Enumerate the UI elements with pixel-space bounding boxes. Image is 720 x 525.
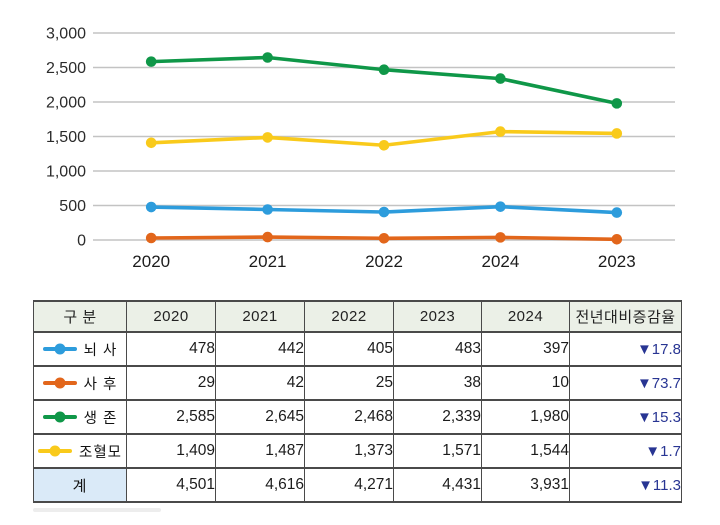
scroll-artifact [33,508,161,512]
y-axis-tick-label: 3,000 [46,26,86,43]
chart-marker-2 [611,98,623,109]
total-value-cell: 4,431 [393,467,482,503]
chart-marker-3 [611,128,623,139]
legend-line-marker-icon [42,343,77,355]
value-cell: 1,409 [126,433,216,469]
x-axis-tick-label: 2023 [598,252,636,271]
total-value-cell: 4,271 [304,467,394,503]
header-cell: 2024 [481,300,570,333]
y-axis-tick-label: 2,000 [46,95,86,112]
table-row: 조혈모 1,409 1,487 1,373 1,571 1,544 ▼1.7 [33,433,682,469]
total-value-cell: 3,931 [481,467,570,503]
chart-marker-0 [495,201,506,212]
value-cell: 442 [215,331,305,367]
value-cell: 2,645 [215,399,305,435]
value-cell: 1,571 [393,433,482,469]
y-axis-tick-label: 0 [77,233,86,250]
series-label: 생 존 [83,410,118,427]
row-label-cell: 생 존 [33,399,127,435]
x-axis-tick-label: 2021 [249,252,287,271]
y-axis-tick-label: 500 [59,198,86,215]
value-cell: 1,980 [481,399,570,435]
chart-marker-0 [378,206,390,218]
series-label: 뇌 사 [83,342,118,359]
table-row: 뇌 사 478 442 405 483 397 ▼17.8 [33,331,682,367]
line-chart-area: 0 500 1,000 1,500 2,000 2,500 3,000 2020 2021 202… [46,26,675,271]
summary-table-body: 뇌 사 478 442 405 483 397 ▼17.8 사 후 29 42 25 38 10 ▼73.… [33,331,682,503]
value-cell: 1,487 [215,433,305,469]
y-axis-tick-label: 1,500 [46,129,86,146]
row-label-cell: 사 후 [33,365,127,401]
series-label: 조혈모 [78,444,123,461]
value-cell: 2,339 [393,399,482,435]
value-cell: 405 [304,331,394,367]
yoy-delta-cell: ▼11.3 [569,467,682,503]
value-cell: 38 [393,365,482,401]
value-cell: 1,544 [481,433,570,469]
yoy-delta-cell: ▼73.7 [569,365,682,401]
chart-marker-3 [495,126,506,137]
table-row: 사 후 29 42 25 38 10 ▼73.7 [33,365,682,401]
value-cell: 29 [126,365,216,401]
total-label-cell: 계 [33,467,127,503]
total-value-cell: 4,501 [126,467,216,503]
legend-dot-icon [54,343,66,355]
chart-marker-0 [611,207,623,218]
header-cell-category: 구 분 [33,300,127,333]
chart-marker-1 [262,231,273,243]
x-axis-tick-label: 2020 [132,252,170,271]
value-cell: 10 [481,365,570,401]
yoy-delta-cell: ▼17.8 [569,331,682,367]
value-cell: 483 [393,331,482,367]
legend-line-marker-icon [42,377,77,389]
chart-marker-3 [378,139,390,151]
yoy-delta-cell: ▼15.3 [569,399,682,435]
header-cell: 전년대비증감율 [569,300,682,333]
value-cell: 42 [215,365,305,401]
series-label: 사 후 [83,376,118,393]
header-cell: 2021 [215,300,305,333]
value-cell: 1,373 [304,433,394,469]
chart-marker-2 [495,73,506,84]
summary-table-head: 구 분 2020 2021 2022 2023 2024 전년대비증감율 [33,300,682,333]
total-row: 계 4,501 4,616 4,271 4,431 3,931 ▼11.3 [33,467,682,503]
legend-line-marker-icon [42,411,77,423]
value-cell: 478 [126,331,216,367]
total-value-cell: 4,616 [215,467,305,503]
header-cell: 2023 [393,300,482,333]
chart-marker-2 [262,52,273,63]
table-row: 생 존 2,585 2,645 2,468 2,339 1,980 ▼15.3 [33,399,682,435]
chart-marker-0 [145,201,157,213]
chart-marker-2 [378,64,390,76]
chart-line-2 [149,55,619,106]
chart-marker-1 [495,232,506,243]
value-cell: 397 [481,331,570,367]
chart-marker-1 [611,234,623,245]
chart-marker-1 [378,232,390,244]
x-axis-tick-label: 2024 [481,252,519,271]
chart-marker-1 [145,232,157,244]
header-cell: 2020 [126,300,216,333]
x-axis-tick-label: 2022 [365,252,403,271]
line-chart-svg: 0 500 1,000 1,500 2,000 2,500 3,000 2020 2021 202… [46,26,675,271]
chart-marker-3 [262,132,273,143]
chart-marker-3 [145,137,157,149]
summary-table: 구 분 2020 2021 2022 2023 2024 전년대비증감율 뇌 사 478 442… [33,300,682,503]
header-row: 구 분 2020 2021 2022 2023 2024 전년대비증감율 [33,300,682,333]
y-axis-tick-label: 2,500 [46,60,86,77]
legend-dot-icon [54,377,66,389]
header-cell: 2022 [304,300,394,333]
row-label-cell: 뇌 사 [33,331,127,367]
value-cell: 2,468 [304,399,394,435]
chart-marker-2 [145,56,157,67]
legend-line-marker-icon [37,445,72,457]
chart-marker-0 [262,204,273,215]
legend-dot-icon [49,445,61,457]
value-cell: 25 [304,365,394,401]
legend-dot-icon [54,411,66,423]
y-axis-tick-label: 1,000 [46,164,86,181]
row-label-cell: 조혈모 [33,433,127,469]
yoy-delta-cell: ▼1.7 [569,433,682,469]
value-cell: 2,585 [126,399,216,435]
